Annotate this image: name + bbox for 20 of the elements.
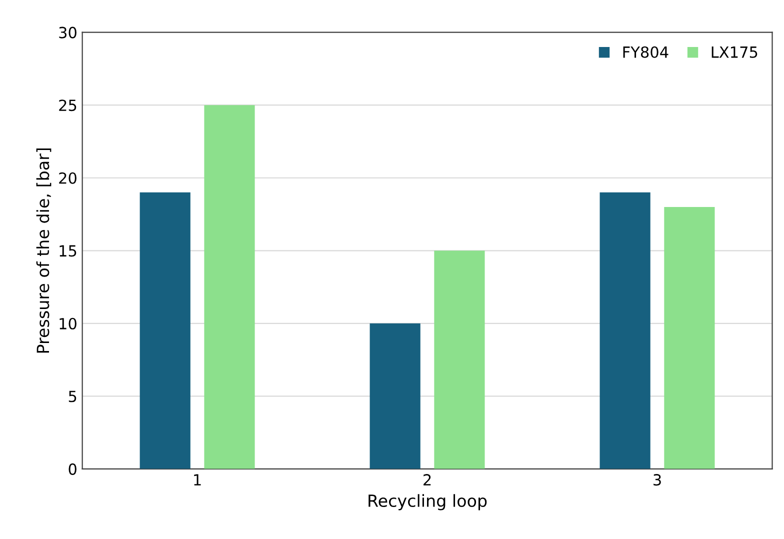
legend-label: LX175 xyxy=(712,46,758,58)
bar xyxy=(140,192,190,469)
y-axis-title: Pressure of the die, [bar] xyxy=(36,148,52,353)
x-axis-title: Recycling loop xyxy=(368,494,487,510)
y-tick-label: 25 xyxy=(59,100,76,112)
y-tick-label: 15 xyxy=(60,245,76,257)
bar xyxy=(204,105,255,469)
bar xyxy=(664,206,715,469)
x-tick-label: 3 xyxy=(654,474,661,486)
y-tick-label: 0 xyxy=(68,463,76,475)
y-tick-label: 5 xyxy=(68,390,76,402)
y-tick-label: 20 xyxy=(59,172,76,184)
x-tick-label: 2 xyxy=(424,474,431,486)
x-tick-label: 1 xyxy=(194,474,201,486)
bar xyxy=(370,323,420,469)
bar xyxy=(600,192,650,469)
bar xyxy=(434,250,485,469)
y-tick-label: 30 xyxy=(59,26,76,38)
legend-label: FY804 xyxy=(623,46,668,58)
y-tick-label: 10 xyxy=(60,318,76,330)
